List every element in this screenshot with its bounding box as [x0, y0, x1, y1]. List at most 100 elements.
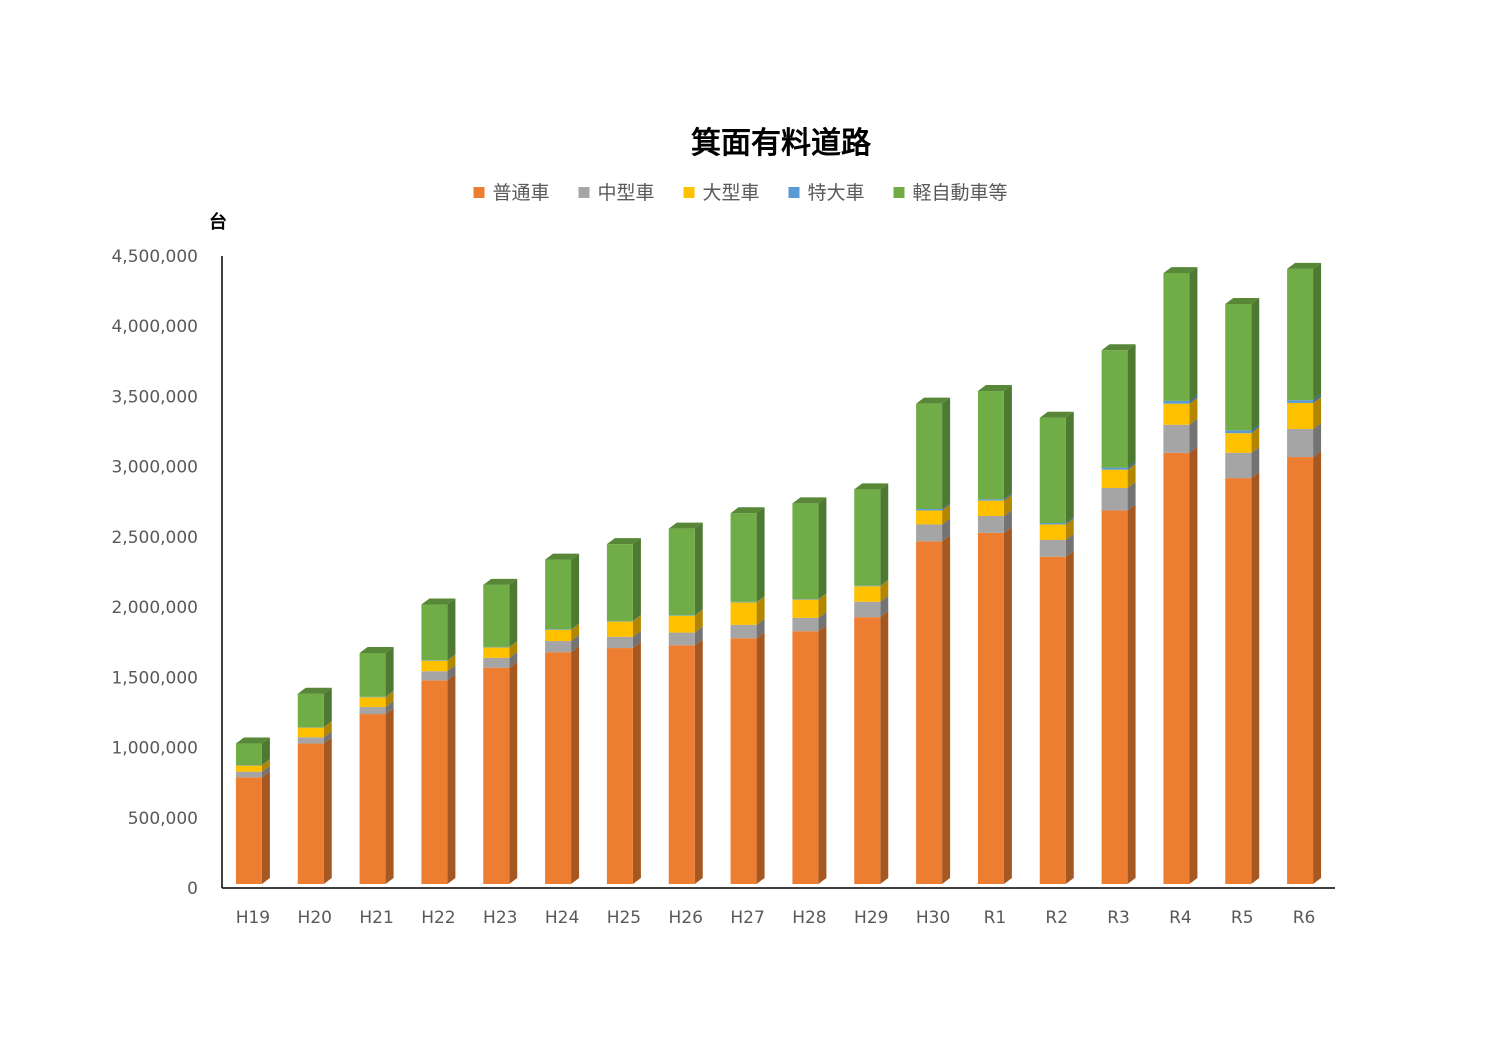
legend-item: 特大車: [788, 182, 865, 204]
bar-segment: [235, 771, 262, 778]
bar-top-face: [1163, 267, 1198, 274]
bar-segment: [297, 727, 324, 728]
x-tick-label: R1: [984, 908, 1007, 928]
bar-stack-H28: [792, 497, 827, 884]
bar-segment-side: [447, 654, 456, 672]
bar-segment-side: [818, 625, 827, 884]
bar-segment: [359, 714, 386, 884]
bar-segment-side: [447, 665, 456, 681]
bar-segment: [606, 636, 633, 649]
bar-stack-H22: [421, 598, 456, 884]
bar-segment: [1163, 400, 1190, 404]
bar-stack-H21: [359, 646, 394, 884]
bar-top-face: [421, 598, 456, 605]
bar-segment-side: [694, 609, 703, 633]
bar-segment-side: [1313, 422, 1322, 458]
x-tick-label: H28: [792, 908, 826, 928]
bar-segment-side: [756, 595, 765, 603]
bar-segment-side: [942, 504, 951, 525]
x-tick-label: H29: [854, 908, 888, 928]
bar-top-face: [359, 646, 394, 653]
x-tick-label: H23: [483, 908, 517, 928]
bar-segment-side: [632, 538, 641, 621]
bar-segment: [1039, 539, 1066, 557]
bar-segment-side: [756, 618, 765, 639]
bar-segment: [668, 615, 695, 633]
bar-segment: [545, 652, 572, 884]
bar-segment: [1225, 430, 1252, 434]
bar-segment-side: [694, 639, 703, 884]
bar-segment: [1101, 510, 1128, 884]
bar-segment-side: [1065, 411, 1074, 524]
bar-segment-side: [1065, 533, 1074, 557]
bar-segment-side: [261, 771, 270, 884]
bar-segment-side: [571, 635, 580, 653]
bar-segment: [1163, 424, 1190, 453]
chart-title: 箕面有料道路: [691, 126, 872, 161]
legend-item: 中型車: [578, 182, 655, 204]
legend-swatch: [578, 187, 590, 198]
bar-segment: [1287, 402, 1314, 429]
bar-segment: [916, 541, 943, 884]
bar-segment: [854, 617, 881, 884]
bar-segment: [297, 737, 324, 744]
x-tick-label: H21: [359, 908, 393, 928]
bar-segment: [1163, 273, 1190, 401]
bar-segment-side: [385, 646, 394, 697]
bar-segment-side: [1127, 344, 1136, 468]
bar-segment-side: [447, 654, 456, 661]
bar-segment: [421, 671, 448, 681]
bar-top-face: [483, 578, 518, 585]
bar-segment: [1287, 457, 1314, 884]
bar-segment-side: [261, 759, 270, 772]
bar-segment-side: [1313, 394, 1322, 403]
bar-segment-side: [942, 518, 951, 542]
bar-segment-side: [1251, 297, 1260, 431]
y-tick-label: 0: [187, 879, 198, 899]
bar-top-face: [1101, 344, 1136, 351]
bar-segment: [730, 624, 757, 639]
bar-segment: [1101, 350, 1128, 468]
bar-segment: [235, 765, 262, 766]
bars-group: [235, 262, 1322, 884]
bar-segment-side: [1127, 463, 1136, 488]
legend-item: 大型車: [683, 182, 760, 204]
bar-segment: [1225, 303, 1252, 431]
bar-segment-side: [632, 615, 641, 637]
bar-segment-side: [756, 632, 765, 884]
bar-segment-side: [1003, 385, 1012, 500]
bar-stack-H30: [916, 397, 951, 884]
bar-segment: [1039, 523, 1066, 525]
bar-segment: [792, 617, 819, 632]
bar-segment: [235, 777, 262, 884]
bar-segment-side: [509, 641, 518, 658]
bar-segment-side: [385, 690, 394, 698]
bar-segment: [1287, 428, 1314, 458]
bar-segment: [792, 631, 819, 884]
bar-segment: [854, 601, 881, 618]
bar-segment-side: [1003, 510, 1012, 533]
bar-segment: [421, 660, 448, 661]
bar-segment: [235, 743, 262, 766]
bar-segment-side: [1313, 396, 1322, 429]
bar-segment: [916, 509, 943, 511]
x-tick-label: R4: [1169, 908, 1192, 928]
bar-segment-side: [447, 598, 456, 661]
y-tick-label: 1,000,000: [111, 739, 198, 759]
bar-segment-side: [1003, 493, 1012, 501]
bar-segment: [977, 532, 1004, 884]
bar-segment: [1101, 467, 1128, 470]
bar-segment-side: [323, 721, 332, 728]
bar-stack-R4: [1163, 267, 1198, 884]
bar-segment-side: [1065, 550, 1074, 884]
bar-segment-side: [571, 646, 580, 884]
bar-segment-side: [694, 626, 703, 646]
bar-top-face: [545, 553, 580, 560]
bar-stack-R5: [1225, 297, 1260, 884]
bar-segment: [977, 500, 1004, 517]
bar-segment-side: [1189, 418, 1198, 453]
bar-segment: [977, 516, 1004, 533]
bar-segment: [1287, 400, 1314, 403]
bar-segment-side: [632, 630, 641, 649]
bar-segment: [1163, 452, 1190, 884]
